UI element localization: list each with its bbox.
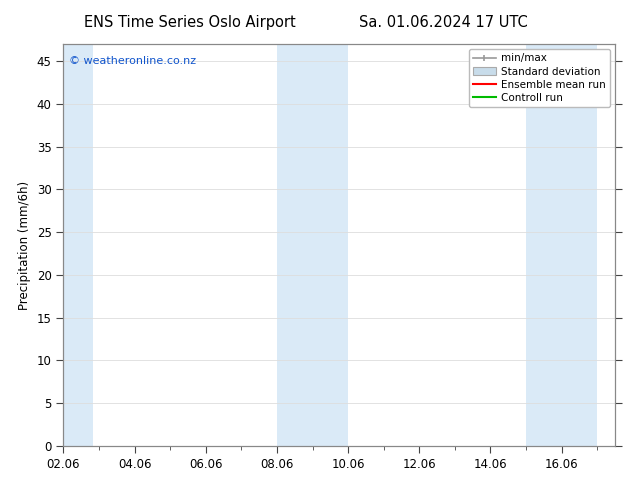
Bar (526, 44, 597, 446)
Bar (277, 44, 348, 446)
Legend: min/max, Standard deviation, Ensemble mean run, Controll run: min/max, Standard deviation, Ensemble me… (469, 49, 610, 107)
Bar (63, 44, 93, 446)
Text: Sa. 01.06.2024 17 UTC: Sa. 01.06.2024 17 UTC (359, 15, 528, 30)
Text: ENS Time Series Oslo Airport: ENS Time Series Oslo Airport (84, 15, 296, 30)
Y-axis label: Precipitation (mm/6h): Precipitation (mm/6h) (18, 180, 31, 310)
Text: © weatheronline.co.nz: © weatheronline.co.nz (69, 56, 196, 66)
